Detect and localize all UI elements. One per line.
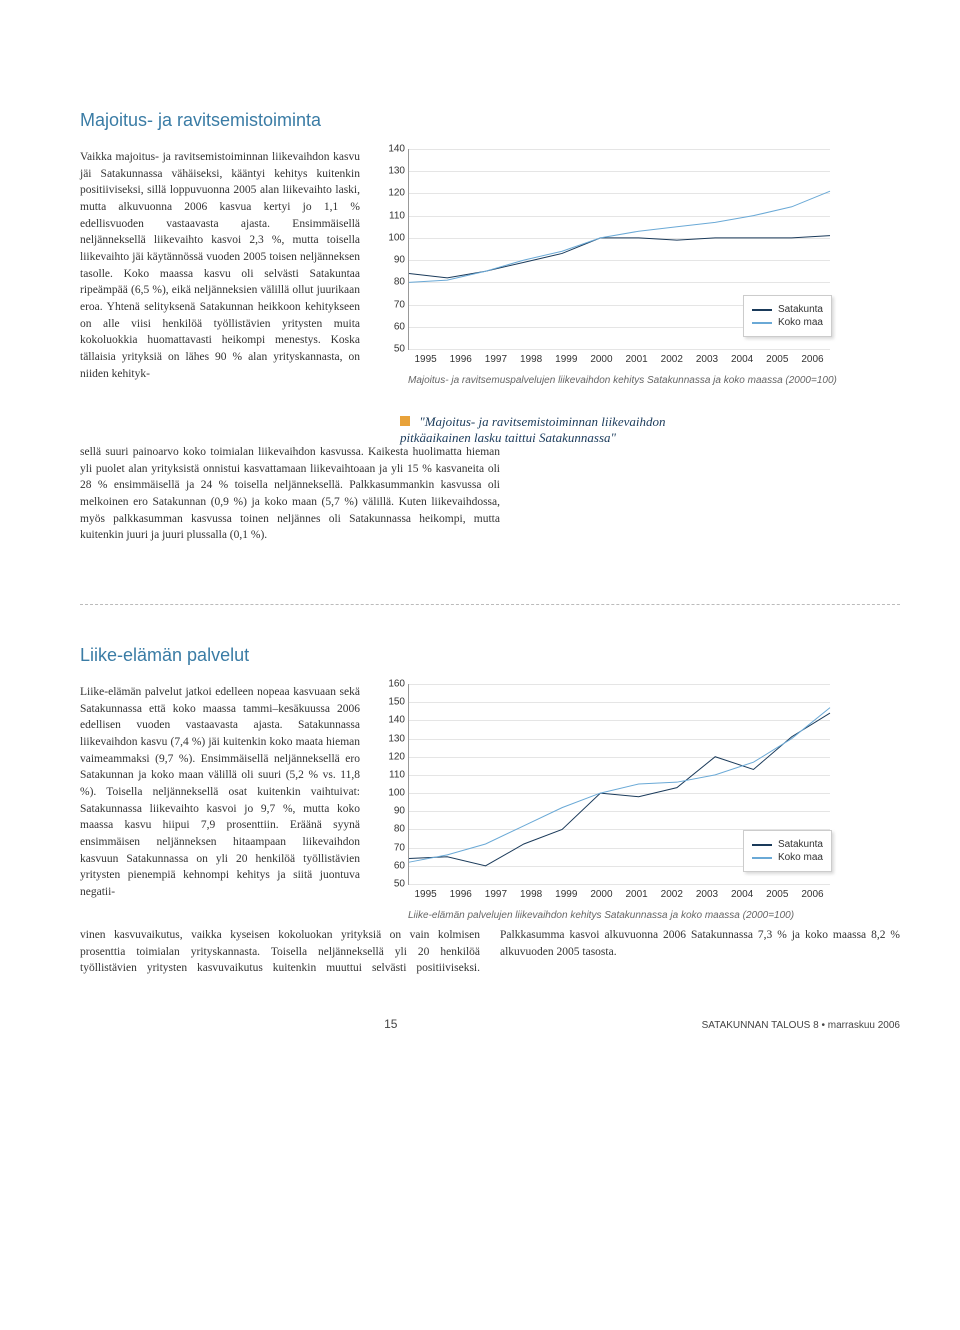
x-tick-label: 2004 xyxy=(725,354,760,365)
y-tick-label: 100 xyxy=(381,232,405,243)
section2-text-left: Liike-elämän palvelut jatkoi edelleen no… xyxy=(80,684,360,901)
legend-label: Koko maa xyxy=(778,852,823,863)
x-tick-label: 1999 xyxy=(549,354,584,365)
section1-chart-xlabels: 1995199619971998199920002001200220032004… xyxy=(408,354,830,365)
page-footer: 15 SATAKUNNAN TALOUS 8 • marraskuu 2006 xyxy=(80,1017,900,1031)
x-tick-label: 2002 xyxy=(654,354,689,365)
section2-chart-xlabels: 1995199619971998199920002001200220032004… xyxy=(408,889,830,900)
section2-chart-column: 5060708090100110120130140150160Satakunta… xyxy=(380,684,900,921)
x-tick-label: 1996 xyxy=(443,889,478,900)
x-tick-label: 2001 xyxy=(619,889,654,900)
x-tick-label: 1998 xyxy=(514,354,549,365)
chart-legend: Satakunta Koko maa xyxy=(743,830,832,872)
callout-text: "Majoitus- ja ravitsemistoiminnan liikev… xyxy=(400,414,666,445)
section2-title: Liike-elämän palvelut xyxy=(80,645,900,666)
legend-label: Satakunta xyxy=(778,304,823,315)
x-tick-label: 2000 xyxy=(584,354,619,365)
section-divider xyxy=(80,604,900,605)
y-tick-label: 120 xyxy=(381,188,405,199)
section2-text-flow: vinen kasvuvaikutus, vaikka kyseisen kok… xyxy=(80,927,900,977)
section2-chart-caption: Liike-elämän palvelujen liikevaihdon keh… xyxy=(408,910,900,921)
x-tick-label: 2002 xyxy=(654,889,689,900)
section1-row: Vaikka majoitus- ja ravitsemistoiminnan … xyxy=(80,149,900,446)
section1-text-flow: sellä suuri painoarvo koko toimialan lii… xyxy=(80,444,500,544)
y-tick-label: 140 xyxy=(381,715,405,726)
section1-title: Majoitus- ja ravitsemistoiminta xyxy=(80,110,900,131)
section1-callout: "Majoitus- ja ravitsemistoiminnan liikev… xyxy=(400,414,720,446)
page-number: 15 xyxy=(384,1017,397,1031)
x-tick-label: 2004 xyxy=(725,889,760,900)
footer-right: SATAKUNNAN TALOUS 8 • marraskuu 2006 xyxy=(702,1020,900,1031)
x-tick-label: 2005 xyxy=(760,354,795,365)
y-tick-label: 80 xyxy=(381,824,405,835)
x-tick-label: 2006 xyxy=(795,889,830,900)
y-tick-label: 110 xyxy=(381,210,405,221)
section2-row: Liike-elämän palvelut jatkoi edelleen no… xyxy=(80,684,900,921)
y-tick-label: 70 xyxy=(381,299,405,310)
y-tick-label: 70 xyxy=(381,842,405,853)
y-tick-label: 110 xyxy=(381,769,405,780)
x-tick-label: 1996 xyxy=(443,354,478,365)
section1-chart-caption: Majoitus- ja ravitsemuspalvelujen liikev… xyxy=(408,375,900,386)
callout-marker-icon xyxy=(400,416,410,426)
x-tick-label: 2003 xyxy=(689,354,724,365)
x-tick-label: 2006 xyxy=(795,354,830,365)
y-tick-label: 140 xyxy=(381,144,405,155)
x-tick-label: 2000 xyxy=(584,889,619,900)
legend-label: Koko maa xyxy=(778,317,823,328)
x-tick-label: 2001 xyxy=(619,354,654,365)
x-tick-label: 1995 xyxy=(408,889,443,900)
y-tick-label: 50 xyxy=(381,344,405,355)
section2-chart: 5060708090100110120130140150160Satakunta… xyxy=(408,684,830,885)
section1-text-left: Vaikka majoitus- ja ravitsemistoiminnan … xyxy=(80,149,360,382)
y-tick-label: 130 xyxy=(381,166,405,177)
y-tick-label: 60 xyxy=(381,860,405,871)
y-tick-label: 120 xyxy=(381,751,405,762)
y-tick-label: 60 xyxy=(381,321,405,332)
x-tick-label: 1995 xyxy=(408,354,443,365)
y-tick-label: 90 xyxy=(381,806,405,817)
y-tick-label: 100 xyxy=(381,788,405,799)
x-tick-label: 1999 xyxy=(549,889,584,900)
chart-legend: Satakunta Koko maa xyxy=(743,295,832,337)
page: Majoitus- ja ravitsemistoiminta Vaikka m… xyxy=(0,0,960,1330)
x-tick-label: 1997 xyxy=(478,354,513,365)
section1-chart: 5060708090100110120130140SatakuntaKoko m… xyxy=(408,149,830,350)
legend-label: Satakunta xyxy=(778,839,823,850)
section1-para-part1: Vaikka majoitus- ja ravitsemistoiminnan … xyxy=(80,151,360,380)
section1-chart-column: 5060708090100110120130140SatakuntaKoko m… xyxy=(380,149,900,446)
x-tick-label: 2005 xyxy=(760,889,795,900)
y-tick-label: 50 xyxy=(381,879,405,890)
x-tick-label: 1998 xyxy=(514,889,549,900)
y-tick-label: 130 xyxy=(381,733,405,744)
y-tick-label: 90 xyxy=(381,255,405,266)
x-tick-label: 1997 xyxy=(478,889,513,900)
y-tick-label: 160 xyxy=(381,679,405,690)
y-tick-label: 150 xyxy=(381,697,405,708)
y-tick-label: 80 xyxy=(381,277,405,288)
x-tick-label: 2003 xyxy=(689,889,724,900)
